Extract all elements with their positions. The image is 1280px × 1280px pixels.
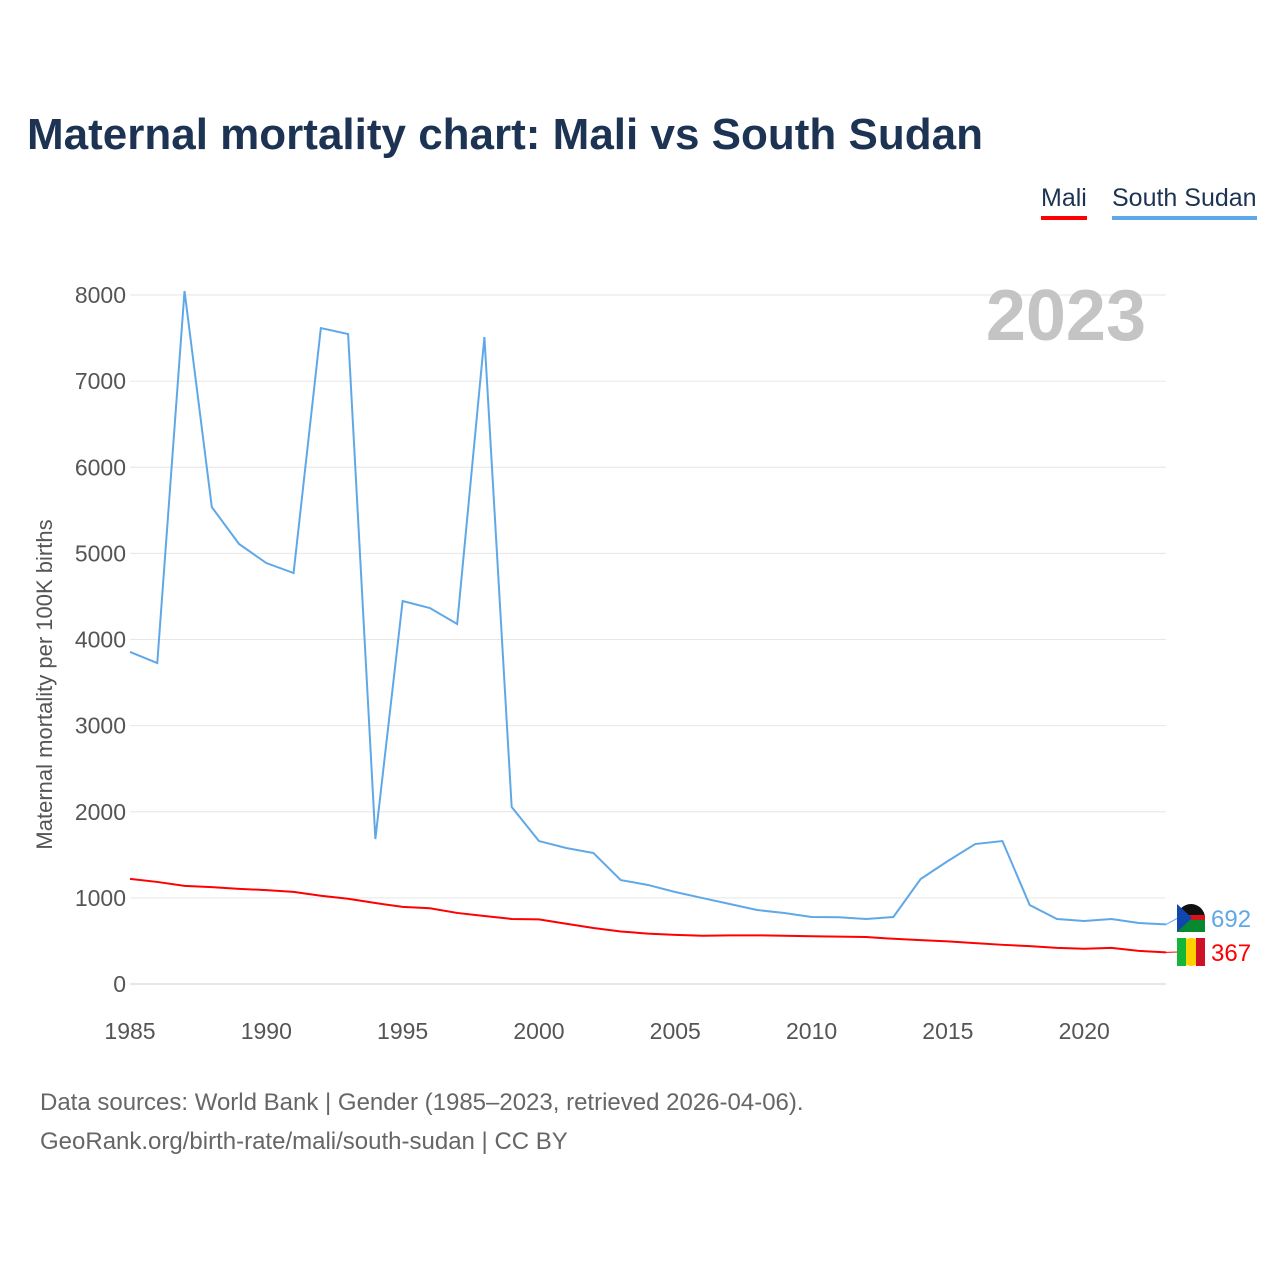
end-value-label: 367 <box>1211 940 1251 967</box>
legend-mali[interactable]: Mali <box>1041 184 1087 220</box>
y-tick-label: 3000 <box>75 713 126 739</box>
end-value-label: 692 <box>1211 906 1251 933</box>
series-line-mali <box>129 877 1167 954</box>
y-tick-label: 4000 <box>75 627 126 653</box>
chart-title: Maternal mortality chart: Mali vs South … <box>27 110 983 159</box>
legend-south-sudan[interactable]: South Sudan <box>1112 184 1257 220</box>
y-tick-label: 0 <box>113 971 126 997</box>
x-tick-label: 1990 <box>241 1018 292 1044</box>
year-watermark: 2023 <box>986 276 1146 356</box>
y-axis-label: Maternal mortality per 100K births <box>32 519 57 849</box>
source-link[interactable]: GeoRank.org/birth-rate/mali/south-sudan … <box>40 1128 568 1155</box>
y-tick-label: 8000 <box>75 282 126 308</box>
x-tick-label: 2005 <box>650 1018 701 1044</box>
x-tick-label: 2015 <box>922 1018 973 1044</box>
y-tick-label: 2000 <box>75 799 126 825</box>
x-tick-label: 2020 <box>1059 1018 1110 1044</box>
x-tick-label: 2010 <box>786 1018 837 1044</box>
flag-triangle <box>1177 904 1192 932</box>
end-connector <box>1165 917 1179 925</box>
x-tick-label: 2000 <box>513 1018 564 1044</box>
flag-stripe <box>1177 938 1186 966</box>
source-note: Data sources: World Bank | Gender (1985–… <box>40 1089 804 1116</box>
y-tick-label: 6000 <box>75 454 126 480</box>
x-tick-label: 1985 <box>104 1018 155 1044</box>
series-line-south-sudan <box>129 290 1167 926</box>
flag-stripe <box>1196 938 1205 966</box>
y-tick-label: 7000 <box>75 368 126 394</box>
x-tick-label: 1995 <box>377 1018 428 1044</box>
y-tick-label: 5000 <box>75 540 126 566</box>
y-tick-label: 1000 <box>75 885 126 911</box>
